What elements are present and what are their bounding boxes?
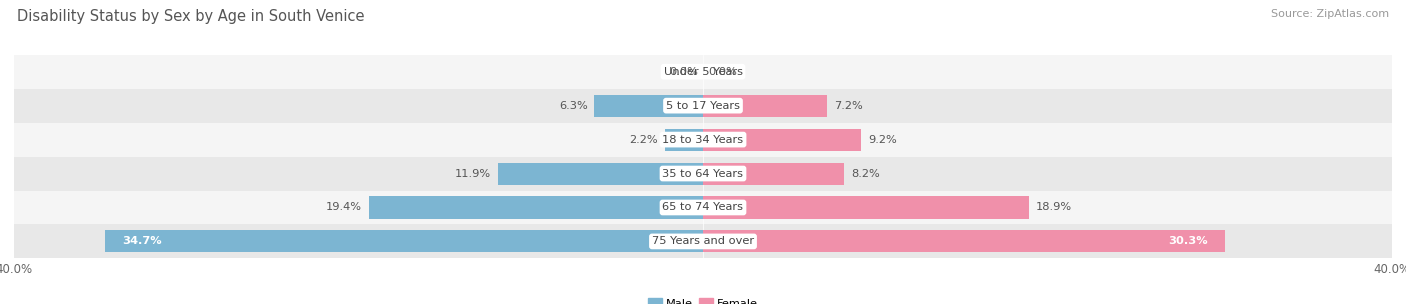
- Text: Disability Status by Sex by Age in South Venice: Disability Status by Sex by Age in South…: [17, 9, 364, 24]
- Bar: [14, 191, 1392, 224]
- Text: 0.0%: 0.0%: [669, 67, 697, 77]
- Text: 19.4%: 19.4%: [326, 202, 361, 212]
- Bar: [14, 55, 1392, 89]
- Bar: [665, 129, 703, 150]
- Text: Under 5 Years: Under 5 Years: [664, 67, 742, 77]
- Text: 35 to 64 Years: 35 to 64 Years: [662, 168, 744, 178]
- Bar: [14, 224, 1392, 258]
- Text: 8.2%: 8.2%: [851, 168, 880, 178]
- Legend: Male, Female: Male, Female: [644, 294, 762, 304]
- Text: 65 to 74 Years: 65 to 74 Years: [662, 202, 744, 212]
- Text: 75 Years and over: 75 Years and over: [652, 237, 754, 247]
- Bar: [595, 95, 703, 117]
- Bar: [498, 163, 703, 185]
- Text: 9.2%: 9.2%: [869, 135, 897, 145]
- Bar: [14, 157, 1392, 191]
- Bar: [703, 196, 1029, 219]
- Text: 11.9%: 11.9%: [456, 168, 491, 178]
- Bar: [703, 129, 862, 150]
- Text: 30.3%: 30.3%: [1168, 237, 1208, 247]
- Text: 6.3%: 6.3%: [558, 101, 588, 111]
- Bar: [105, 230, 703, 252]
- Text: 18 to 34 Years: 18 to 34 Years: [662, 135, 744, 145]
- Text: 2.2%: 2.2%: [630, 135, 658, 145]
- Bar: [14, 89, 1392, 123]
- Text: 5 to 17 Years: 5 to 17 Years: [666, 101, 740, 111]
- Text: Source: ZipAtlas.com: Source: ZipAtlas.com: [1271, 9, 1389, 19]
- Text: 18.9%: 18.9%: [1035, 202, 1071, 212]
- Bar: [703, 95, 827, 117]
- Bar: [14, 123, 1392, 157]
- Text: 0.0%: 0.0%: [709, 67, 737, 77]
- Bar: [703, 230, 1225, 252]
- Bar: [368, 196, 703, 219]
- Bar: [703, 163, 844, 185]
- Text: 7.2%: 7.2%: [834, 101, 863, 111]
- Text: 34.7%: 34.7%: [122, 237, 162, 247]
